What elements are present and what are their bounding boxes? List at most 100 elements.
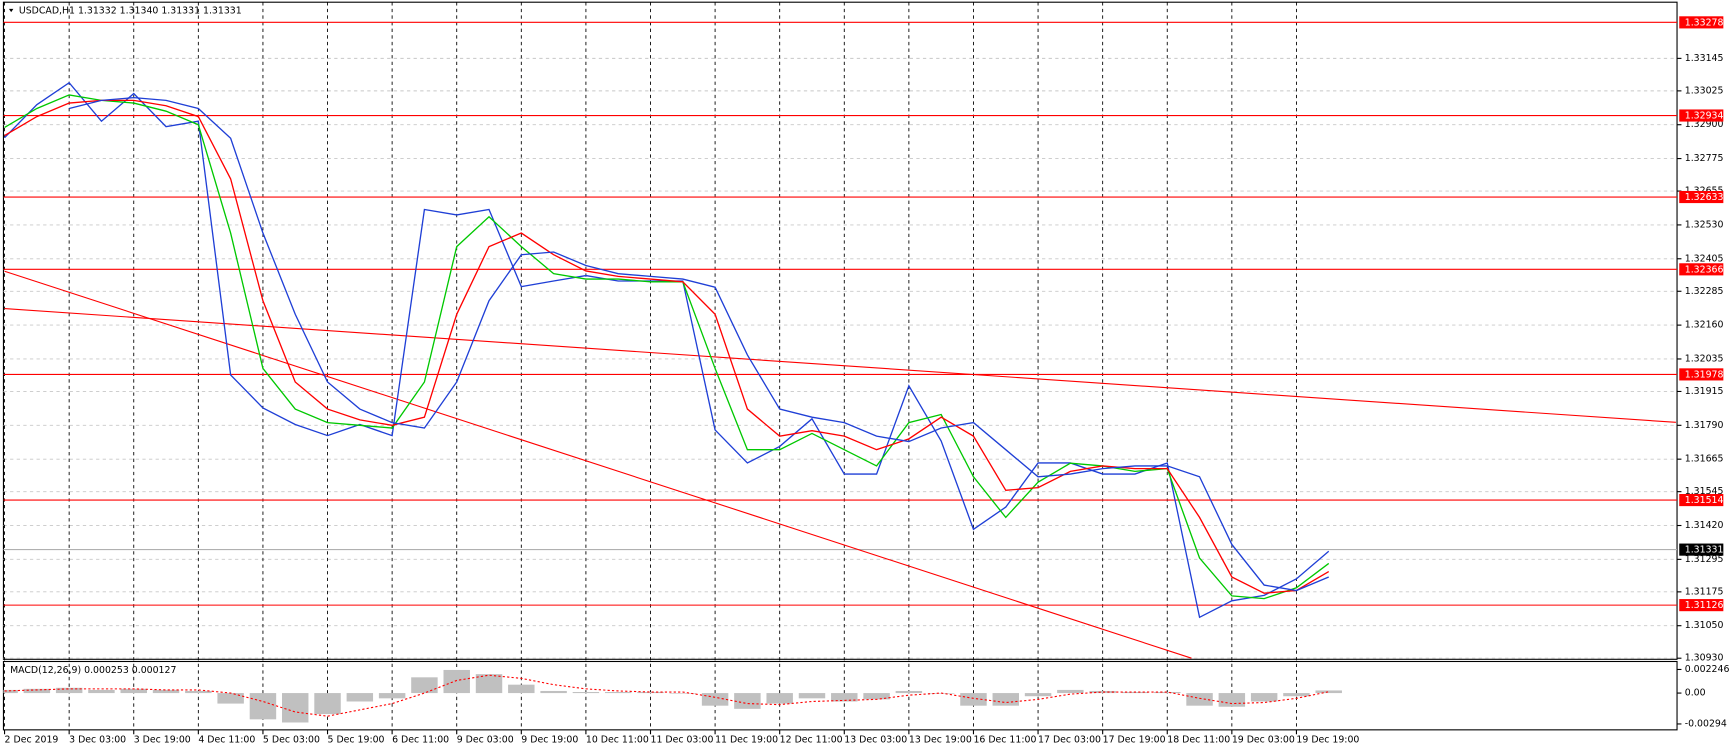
- level-label-box: [1679, 493, 1724, 507]
- macd-bar: [23, 688, 51, 694]
- macd-bar: [540, 690, 567, 694]
- level-label: 1.33278: [1685, 17, 1724, 28]
- y-tick-label: 1.31420: [1685, 520, 1724, 531]
- macd-bar: [992, 693, 1019, 706]
- macd-bar: [1218, 693, 1246, 707]
- macd-tick-label: 0.002246: [1685, 664, 1729, 675]
- y-tick-label: 1.32530: [1685, 219, 1724, 230]
- grid-layer: [3, 2, 1678, 730]
- x-tick-label: 12 Dec 11:00: [780, 734, 843, 745]
- x-tick-label: 4 Dec 11:00: [198, 734, 255, 745]
- y-tick-label: 1.31665: [1685, 454, 1724, 465]
- macd-bar: [443, 669, 470, 694]
- x-tick-label: 2 Dec 2019: [5, 734, 59, 745]
- level-label: 1.32366: [1685, 264, 1724, 275]
- current-price-label: 1.31331: [1685, 545, 1724, 556]
- level-label: 1.32633: [1685, 192, 1724, 203]
- macd-bar: [475, 674, 503, 694]
- macd-bar: [572, 692, 600, 694]
- macd-title: MACD(12,26,9) 0.000253 0.000127: [10, 665, 176, 676]
- y-tick-label: 1.32160: [1685, 320, 1724, 331]
- x-tick-label: 9 Dec 03:00: [457, 734, 514, 745]
- level-label-box: [1679, 109, 1724, 122]
- y-tick-label: 1.32405: [1685, 253, 1724, 264]
- y-tick-label: 1.33145: [1685, 53, 1724, 64]
- macd-bar: [185, 690, 212, 694]
- macd-bar: [88, 689, 115, 694]
- macd-bar: [766, 693, 793, 704]
- y-tick-label: 1.31295: [1685, 554, 1724, 565]
- x-tick-label: 3 Dec 03:00: [69, 734, 126, 745]
- macd-bar: [701, 693, 729, 706]
- y-tick-label: 1.32035: [1685, 353, 1724, 364]
- macd-bar: [314, 693, 341, 715]
- macd-bar: [831, 693, 858, 702]
- trendline: [4, 308, 1676, 423]
- macd-bar: [1283, 693, 1310, 697]
- macd-bar: [217, 693, 244, 704]
- x-tick-label: 17 Dec 03:00: [1038, 734, 1101, 745]
- macd-bar: [637, 692, 664, 694]
- moving-average: [68, 96, 1329, 592]
- macd-bar: [669, 693, 697, 694]
- macd-bar: [3, 689, 18, 694]
- level-label-box: [1679, 599, 1724, 612]
- macd-bar: [734, 693, 761, 709]
- macd-bar: [1186, 693, 1213, 706]
- y-tick-label: 1.32285: [1685, 286, 1724, 297]
- x-tick-label: 5 Dec 19:00: [328, 734, 385, 745]
- current-price-box: [1679, 543, 1724, 556]
- macd-panel-frame: [2, 660, 1678, 731]
- x-tick-label: 17 Dec 19:00: [1103, 734, 1166, 745]
- macd-bar: [1057, 689, 1084, 694]
- macd-bar: [1024, 693, 1052, 697]
- macd-bar: [346, 693, 374, 702]
- trendline: [4, 270, 1192, 659]
- macd-bar: [1250, 693, 1278, 702]
- macd-panel: [3, 669, 1342, 723]
- macd-bar: [282, 693, 309, 723]
- chart-title: USDCAD,H1 1.31332 1.31340 1.31331 1.3133…: [19, 6, 242, 17]
- y-tick-label: 1.31915: [1685, 386, 1724, 397]
- level-label-box: [1679, 368, 1724, 381]
- level-label-box: [1679, 190, 1724, 204]
- x-tick-label: 19 Dec 03:00: [1232, 734, 1295, 745]
- level-label: 1.32934: [1685, 111, 1724, 122]
- macd-bar: [378, 693, 406, 699]
- y-tick-label: 1.33025: [1685, 85, 1724, 96]
- macd-tick-label: -0.00294: [1685, 718, 1727, 729]
- macd-bar: [152, 689, 180, 694]
- x-tick-label: 6 Dec 11:00: [392, 734, 449, 745]
- macd-bar: [411, 677, 438, 694]
- x-tick-label: 5 Dec 03:00: [263, 734, 320, 745]
- level-label: 1.31126: [1685, 600, 1724, 611]
- macd-bar: [895, 690, 923, 694]
- macd-bar: [249, 693, 277, 720]
- level-label-box: [1679, 16, 1724, 29]
- x-tick-label: 13 Dec 03:00: [844, 734, 907, 745]
- macd-bar: [1154, 692, 1181, 694]
- macd-bar: [508, 684, 535, 694]
- macd-signal: [4, 674, 1329, 717]
- y-tick-label: 1.31790: [1685, 420, 1724, 431]
- moving-average: [4, 99, 1330, 594]
- main-panel-frame: [2, 1, 1678, 660]
- y-tick-label: 1.31050: [1685, 620, 1724, 631]
- level-label: 1.31514: [1685, 495, 1724, 506]
- y-tick-label: 1.31545: [1685, 486, 1724, 497]
- macd-bar: [960, 693, 987, 706]
- x-tick-label: 10 Dec 11:00: [586, 734, 649, 745]
- x-tick-label: 16 Dec 11:00: [973, 734, 1036, 745]
- x-tick-label: 11 Dec 03:00: [651, 734, 714, 745]
- y-tick-label: 1.31175: [1685, 586, 1724, 597]
- price-panel: [3, 21, 1678, 659]
- macd-bar: [604, 692, 632, 694]
- y-tick-label: 1.32775: [1685, 153, 1724, 164]
- macd-tick-label: 0.00: [1685, 688, 1706, 699]
- level-label-box: [1679, 263, 1724, 276]
- macd-bar: [1089, 690, 1116, 694]
- menu-arrow[interactable]: [8, 8, 14, 13]
